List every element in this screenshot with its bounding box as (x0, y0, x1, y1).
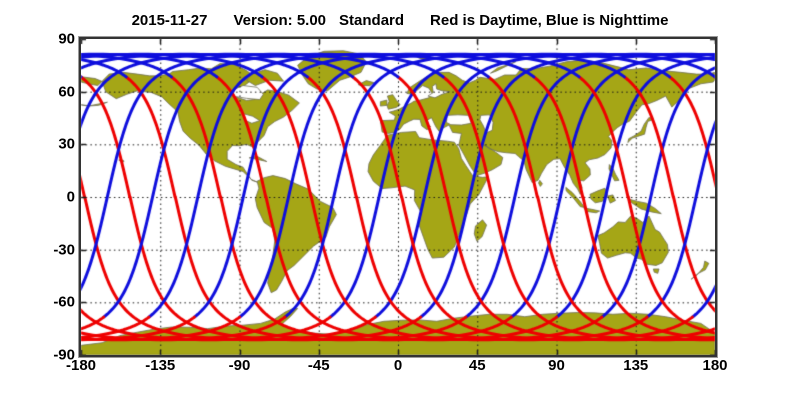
x-tick-label: -135 (145, 357, 176, 374)
y-tick-label: -60 (53, 293, 75, 311)
x-tick-label: 90 (548, 357, 565, 374)
y-tick-label: 0 (66, 188, 75, 206)
title-legend: Red is Daytime, Blue is Nighttime (430, 12, 669, 29)
title-mode: Standard (339, 12, 405, 29)
title-date: 2015-11-27 (131, 12, 208, 29)
plot-title: 2015-11-27 Version: 5.00 Standard Red is Da… (0, 12, 800, 29)
x-tick-label: 180 (702, 357, 728, 374)
y-tick-label: 60 (58, 83, 75, 101)
x-tick-label: -180 (65, 357, 97, 374)
x-tick-label: 135 (623, 357, 649, 374)
x-tick-label: -90 (228, 357, 251, 374)
y-tick-label: -30 (53, 241, 75, 259)
x-tick-label: 0 (393, 357, 403, 374)
title-version: Version: 5.00 (233, 12, 327, 29)
x-tick-label: -45 (307, 357, 330, 374)
x-tick-label: 45 (468, 357, 486, 374)
y-tick-label: 90 (58, 30, 75, 48)
y-tick-label: 30 (58, 135, 75, 153)
y-tick-label: -90 (53, 346, 75, 364)
